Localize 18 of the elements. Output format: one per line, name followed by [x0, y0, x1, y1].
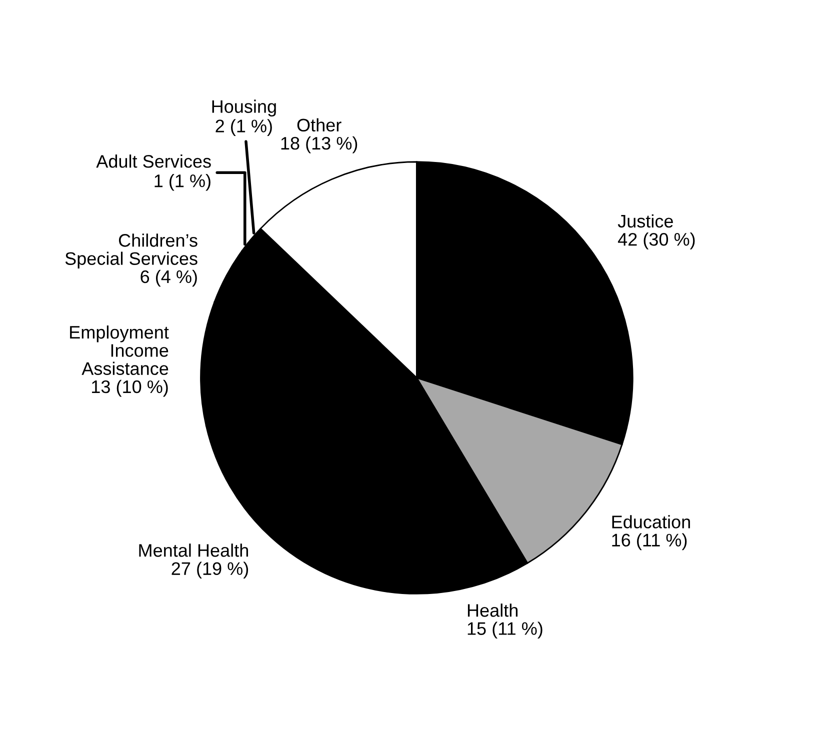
slice-label: Other: [297, 118, 342, 132]
slice-label: Mental Health: [139, 544, 248, 557]
data-label: 42 (30 %): [618, 232, 695, 250]
slice-label: Housing: [212, 100, 276, 117]
slice-label: Justice: [618, 214, 673, 228]
data-label: 13 (10 %): [92, 380, 168, 397]
slice-label: Education: [612, 515, 690, 528]
data-label: 2 (1 %): [216, 119, 272, 136]
slice-label: Children’s Special Services: [65, 234, 198, 269]
slice-label: Health: [468, 604, 518, 617]
data-label: 15 (11 %): [468, 622, 542, 639]
data-label: 6 (4 %): [140, 270, 197, 287]
slice-label: Adult Services: [96, 154, 211, 168]
data-label: 1 (1 %): [154, 174, 210, 191]
slice-label: Employment Income Assistance: [70, 325, 169, 376]
data-label: 27 (19 %): [172, 562, 248, 579]
data-label: 18 (13 %): [281, 136, 358, 154]
data-label: 16 (11 %): [612, 533, 687, 550]
